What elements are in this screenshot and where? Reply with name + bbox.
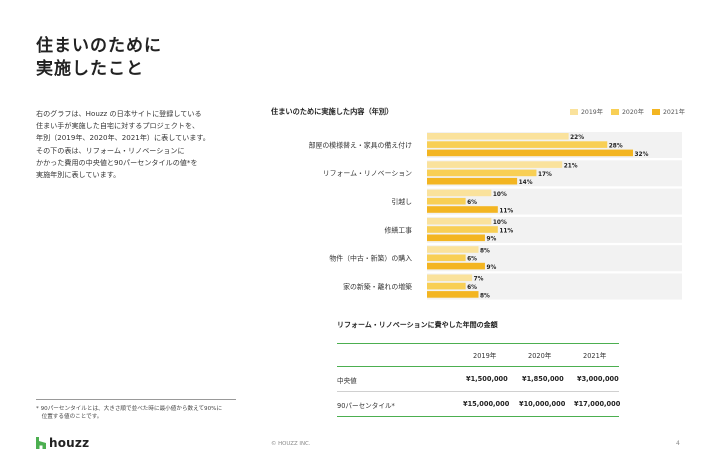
category-label: 部屋の模様替え・家具の備え付け bbox=[309, 140, 412, 149]
legend-label-2019: 2019年 bbox=[581, 109, 603, 116]
category-label: 物件（中古・新築）の購入 bbox=[329, 254, 412, 263]
legend-swatch-2021 bbox=[652, 108, 660, 115]
footnote-rule bbox=[36, 399, 236, 400]
table-row-label: 中央値 bbox=[337, 377, 357, 385]
intro-line: 実施年別に表しています。 bbox=[36, 170, 121, 180]
footnote: * 90パーセンタイルとは、大きさ順で並べた時に最小値から数えて90%に 位置す… bbox=[36, 405, 241, 421]
title-line: 実施したこと bbox=[36, 59, 144, 79]
bar-value-label: 6% bbox=[467, 285, 477, 291]
bar-2019年 bbox=[427, 161, 563, 168]
intro-line: 住まい手が実施した自宅に対するプロジェクトを、 bbox=[36, 121, 200, 131]
table-cell: ¥1,500,000 bbox=[466, 375, 508, 383]
bar-2021年 bbox=[427, 149, 633, 157]
table-header-2021: 2021年 bbox=[583, 352, 607, 360]
bar-2019年 bbox=[427, 133, 569, 140]
bar-2021年 bbox=[427, 234, 485, 242]
bar-2021年 bbox=[427, 177, 518, 185]
intro-text: 右のグラフは、Houzz の日本サイトに登録している 住まい手が実施した自宅に対… bbox=[36, 108, 236, 181]
bar-value-label: 9% bbox=[486, 265, 496, 271]
bar-value-label: 11% bbox=[499, 228, 513, 234]
copyright-text: © HOUZZ INC. bbox=[271, 441, 311, 447]
table-bottom-rule bbox=[337, 416, 619, 417]
intro-line: 年別（2019年、2020年、2021年）に表しています。 bbox=[36, 133, 210, 143]
bar-value-label: 17% bbox=[538, 172, 552, 178]
bar-2020年 bbox=[427, 226, 498, 233]
bar-value-label: 28% bbox=[609, 144, 623, 150]
footnote-line: * 90パーセンタイルとは、大きさ順で並べた時に最小値から数えて90%に bbox=[36, 406, 223, 412]
table-cell: ¥10,000,000 bbox=[519, 400, 566, 408]
bar-value-label: 8% bbox=[480, 293, 490, 299]
bar-chart: 部屋の模様替え・家具の備え付け 22% 28% 32% リフォーム・リノベーション 21%… bbox=[309, 132, 682, 300]
footnote-line: 位置する値のことです。 bbox=[36, 414, 103, 420]
category-label: リフォーム・リノベーション bbox=[323, 170, 412, 178]
bar-2019年 bbox=[427, 189, 492, 197]
table-title: リフォーム・リノベーションに費やした年間の金額 bbox=[337, 321, 498, 329]
category-label: 修繕工事 bbox=[384, 225, 412, 234]
bar-value-label: 10% bbox=[493, 192, 507, 198]
table-top-rule bbox=[337, 343, 619, 344]
bar-value-label: 8% bbox=[480, 248, 490, 254]
chart-title: 住まいのために実施した内容（年別） bbox=[271, 107, 394, 116]
bar-2019年 bbox=[427, 246, 479, 253]
bar-2021年 bbox=[427, 206, 498, 213]
bar-2019年 bbox=[427, 217, 492, 225]
bar-2020年 bbox=[427, 254, 466, 262]
page-title: 住まいのために 実施したこと bbox=[36, 35, 162, 81]
category-label: 家の新築・離れの増築 bbox=[343, 282, 412, 291]
bar-value-label: 10% bbox=[493, 220, 507, 226]
table-cell: ¥3,000,000 bbox=[577, 375, 619, 383]
legend-item-2020: 2020年 bbox=[611, 107, 644, 116]
houzz-logo: houzz bbox=[36, 436, 89, 450]
bar-2020年 bbox=[427, 169, 537, 177]
legend-label-2020: 2020年 bbox=[622, 109, 644, 116]
legend-label-2021: 2021年 bbox=[663, 109, 685, 116]
bar-value-label: 14% bbox=[519, 180, 533, 186]
legend-swatch-2019 bbox=[570, 108, 578, 115]
title-line: 住まいのために bbox=[36, 36, 162, 56]
bar-value-label: 9% bbox=[486, 237, 496, 243]
page-number: 4 bbox=[676, 440, 680, 447]
bar-value-label: 6% bbox=[467, 200, 477, 206]
category-label: 引越し bbox=[391, 197, 412, 206]
bar-2020年 bbox=[427, 282, 466, 290]
bar-value-label: 32% bbox=[635, 152, 649, 158]
bar-2021年 bbox=[427, 291, 479, 298]
bar-value-label: 6% bbox=[467, 257, 477, 263]
houzz-logo-text: houzz bbox=[49, 436, 90, 450]
table-header-rule bbox=[337, 366, 619, 367]
table-header-2020: 2020年 bbox=[528, 352, 552, 360]
intro-line: かかった費用の中央値と90パーセンタイルの値*を bbox=[36, 157, 198, 167]
table-cell: ¥17,000,000 bbox=[574, 400, 621, 408]
legend-item-2019: 2019年 bbox=[570, 107, 603, 116]
legend-swatch-2020 bbox=[611, 108, 619, 115]
bar-value-label: 11% bbox=[499, 208, 513, 214]
table-row-divider bbox=[337, 391, 619, 392]
houzz-logo-icon bbox=[36, 437, 46, 449]
table-header-2019: 2019年 bbox=[473, 352, 497, 360]
bar-value-label: 7% bbox=[474, 277, 484, 283]
bar-value-label: 22% bbox=[570, 135, 584, 141]
bar-2020年 bbox=[427, 141, 608, 148]
table-row-label: 90パーセンタイル* bbox=[337, 402, 395, 410]
intro-line: 右のグラフは、Houzz の日本サイトに登録している bbox=[36, 109, 202, 118]
bar-2021年 bbox=[427, 262, 485, 270]
bar-value-label: 21% bbox=[564, 164, 578, 170]
table-cell: ¥15,000,000 bbox=[463, 400, 510, 408]
bar-2019年 bbox=[427, 274, 473, 282]
legend-item-2021: 2021年 bbox=[652, 107, 685, 116]
intro-line: その下の表は、リフォーム・リノベーションに bbox=[36, 145, 185, 155]
bar-2020年 bbox=[427, 197, 466, 205]
table-cell: ¥1,850,000 bbox=[522, 375, 564, 383]
